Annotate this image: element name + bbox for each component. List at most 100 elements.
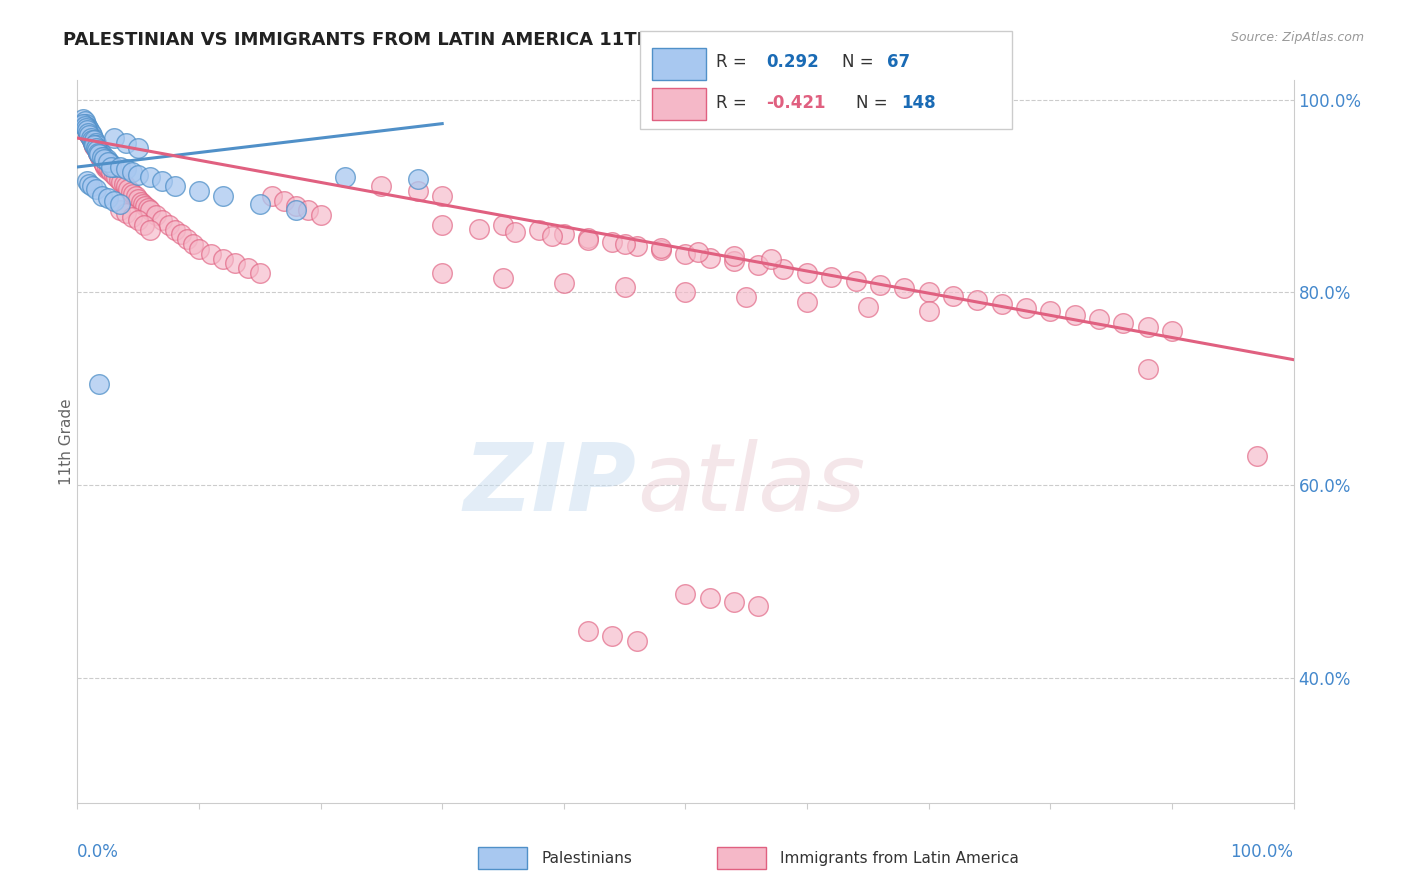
Point bbox=[73, 119, 96, 133]
Point bbox=[370, 179, 392, 194]
Point bbox=[82, 136, 104, 150]
Point bbox=[96, 160, 118, 174]
Point bbox=[97, 161, 120, 176]
Point bbox=[89, 147, 111, 161]
Point bbox=[869, 277, 891, 292]
Point bbox=[90, 153, 112, 167]
Point bbox=[79, 128, 101, 143]
Text: Palestinians: Palestinians bbox=[541, 851, 633, 865]
Point bbox=[84, 182, 107, 196]
Point bbox=[796, 294, 818, 309]
Point bbox=[76, 123, 98, 137]
Point bbox=[108, 196, 131, 211]
Point bbox=[1136, 362, 1159, 376]
Point bbox=[83, 138, 105, 153]
Point bbox=[503, 226, 526, 240]
Point bbox=[772, 262, 794, 277]
Point bbox=[80, 126, 103, 140]
Point bbox=[84, 141, 107, 155]
Point bbox=[145, 208, 167, 222]
Point bbox=[260, 189, 283, 203]
Y-axis label: 11th Grade: 11th Grade bbox=[59, 398, 73, 485]
Point bbox=[108, 160, 131, 174]
Point bbox=[77, 126, 100, 140]
Point bbox=[122, 186, 145, 201]
Point bbox=[76, 123, 98, 137]
Point bbox=[406, 184, 429, 198]
Point bbox=[80, 128, 103, 143]
Point bbox=[492, 270, 515, 285]
Point bbox=[86, 143, 108, 157]
Point bbox=[79, 178, 101, 192]
Text: R =: R = bbox=[716, 94, 752, 112]
Point bbox=[576, 233, 599, 247]
Point bbox=[89, 147, 111, 161]
Point bbox=[100, 160, 122, 174]
Point bbox=[136, 202, 159, 216]
Point bbox=[127, 192, 149, 206]
Text: 100.0%: 100.0% bbox=[1230, 843, 1294, 861]
Point bbox=[134, 198, 156, 212]
Point bbox=[723, 254, 745, 268]
Point bbox=[529, 222, 551, 236]
Point bbox=[90, 150, 112, 164]
Point bbox=[686, 244, 709, 259]
Point bbox=[86, 143, 108, 157]
Point bbox=[212, 252, 235, 266]
Point bbox=[893, 281, 915, 295]
Point bbox=[108, 203, 131, 218]
Text: N =: N = bbox=[856, 94, 893, 112]
Point bbox=[723, 249, 745, 263]
Point bbox=[249, 266, 271, 280]
Point bbox=[91, 155, 114, 169]
Text: 67: 67 bbox=[887, 54, 910, 71]
Text: 0.0%: 0.0% bbox=[77, 843, 120, 861]
Point bbox=[430, 266, 453, 280]
Point bbox=[87, 141, 110, 155]
Point bbox=[747, 258, 769, 272]
Point bbox=[918, 285, 941, 300]
Point bbox=[212, 189, 235, 203]
Point bbox=[100, 157, 122, 171]
Point bbox=[333, 169, 356, 184]
Point bbox=[127, 141, 149, 155]
Point bbox=[163, 179, 186, 194]
Point bbox=[540, 229, 562, 244]
Point bbox=[73, 120, 96, 134]
Point bbox=[87, 145, 110, 160]
Point bbox=[1015, 301, 1038, 315]
Point bbox=[112, 178, 135, 192]
Point bbox=[796, 266, 818, 280]
Text: R =: R = bbox=[716, 54, 752, 71]
Point bbox=[966, 293, 988, 307]
Point bbox=[90, 147, 112, 161]
Text: atlas: atlas bbox=[637, 440, 865, 531]
Point bbox=[75, 121, 97, 136]
Point bbox=[990, 297, 1012, 311]
Point bbox=[942, 289, 965, 303]
Point bbox=[675, 246, 697, 260]
Point bbox=[115, 179, 138, 194]
Point bbox=[86, 143, 108, 157]
Point bbox=[224, 256, 246, 270]
Point bbox=[90, 153, 112, 167]
Point bbox=[89, 150, 111, 164]
Point bbox=[89, 143, 111, 157]
Point bbox=[89, 150, 111, 164]
Point bbox=[406, 171, 429, 186]
Point bbox=[80, 133, 103, 147]
Point bbox=[79, 128, 101, 143]
Point bbox=[856, 300, 879, 314]
Point bbox=[188, 184, 211, 198]
Point bbox=[163, 222, 186, 236]
Point bbox=[83, 137, 105, 152]
Point bbox=[72, 117, 94, 131]
Point bbox=[1161, 324, 1184, 338]
Text: -0.421: -0.421 bbox=[766, 94, 825, 112]
Point bbox=[1112, 316, 1135, 330]
Point bbox=[626, 239, 648, 253]
Point bbox=[84, 141, 107, 155]
Point bbox=[181, 237, 204, 252]
Point bbox=[650, 241, 672, 255]
Point bbox=[100, 165, 122, 179]
